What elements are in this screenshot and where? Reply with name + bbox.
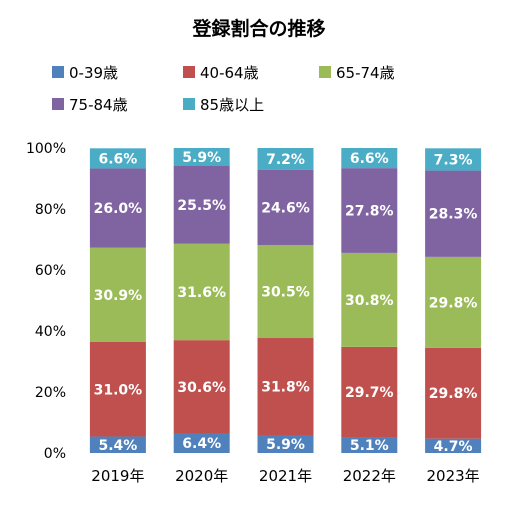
data-label: 5.4%	[98, 438, 137, 454]
bar-segment	[173, 340, 230, 434]
legend-label-0-39: 0-39歳	[69, 63, 119, 82]
bar-segment	[425, 170, 482, 257]
data-label: 5.9%	[182, 150, 221, 166]
legend-swatch-65-74	[319, 66, 331, 78]
bar-segment	[89, 148, 146, 169]
bar-segment	[89, 247, 146, 342]
bar-segment	[257, 435, 314, 453]
legend-item-75-84: 75-84歳	[52, 94, 128, 114]
data-label: 6.6%	[350, 151, 389, 167]
bar-segment	[257, 244, 314, 339]
y-tick-label: 0%	[44, 446, 66, 462]
data-label: 28.3%	[429, 207, 478, 223]
y-tick-label: 40%	[35, 324, 66, 340]
legend-swatch-0-39	[52, 66, 64, 78]
data-label: 31.8%	[261, 380, 310, 396]
legend-label-75-84: 75-84歳	[69, 95, 128, 114]
legend-swatch-75-84	[52, 98, 64, 110]
legend-item-40-64: 40-64歳	[183, 62, 259, 82]
legend-swatch-40-64	[183, 66, 195, 78]
chart-title: 登録割合の推移	[192, 18, 326, 40]
bar-segment	[425, 256, 482, 348]
data-label: 5.9%	[266, 437, 305, 453]
data-label: 27.8%	[345, 204, 394, 220]
data-label: 7.3%	[434, 152, 473, 168]
x-tick-label: 2021年	[259, 467, 312, 485]
bar-segment	[173, 165, 230, 244]
bar-segment	[89, 436, 146, 453]
data-label: 24.6%	[261, 200, 310, 216]
data-label: 5.1%	[350, 438, 389, 454]
bar-segment	[173, 243, 230, 341]
data-label: 26.0%	[94, 201, 143, 217]
bar-segment	[341, 252, 398, 347]
data-label: 29.8%	[429, 386, 478, 402]
data-label: 30.5%	[261, 285, 310, 301]
legend-label-40-64: 40-64歳	[200, 63, 259, 82]
bar-segment	[173, 433, 230, 453]
data-label: 7.2%	[266, 152, 305, 168]
legend-item-0-39: 0-39歳	[52, 62, 118, 82]
data-label: 4.7%	[434, 439, 473, 455]
data-label: 30.8%	[345, 293, 394, 309]
data-label: 29.8%	[429, 295, 478, 311]
data-label: 31.6%	[177, 285, 226, 301]
legend-swatch-85-plus	[183, 98, 195, 110]
data-label: 25.5%	[177, 198, 226, 214]
y-tick-label: 20%	[35, 385, 66, 401]
y-tick-label: 60%	[35, 263, 66, 279]
bar-segment	[425, 438, 482, 453]
bar-segment	[341, 437, 398, 453]
data-label: 30.6%	[177, 380, 226, 396]
bar-segment	[425, 148, 482, 171]
legend-item-65-74: 65-74歳	[319, 62, 395, 82]
bar-segment	[89, 168, 146, 248]
bar-segment	[257, 338, 314, 436]
bar-segment	[425, 347, 482, 439]
bar-segment	[341, 346, 398, 438]
x-tick-label: 2019年	[91, 467, 144, 485]
bar-segment	[341, 168, 398, 253]
legend-item-85-plus: 85歳以上	[183, 94, 264, 114]
x-tick-label: 2022年	[343, 467, 396, 485]
y-tick-label: 80%	[35, 202, 66, 218]
bar-segment	[257, 148, 314, 170]
bar-segment	[257, 169, 314, 245]
legend-label-85-plus: 85歳以上	[200, 95, 265, 114]
bar-segment	[173, 148, 230, 166]
x-tick-label: 2023年	[427, 467, 480, 485]
data-label: 31.0%	[94, 382, 143, 398]
bar-segment	[341, 148, 398, 169]
bar-segment	[89, 341, 146, 437]
data-label: 6.6%	[98, 151, 137, 167]
x-tick-label: 2020年	[175, 467, 228, 485]
data-label: 30.9%	[94, 288, 143, 304]
data-label: 29.7%	[345, 385, 394, 401]
y-tick-label: 100%	[26, 141, 66, 157]
legend-label-65-74: 65-74歳	[336, 63, 395, 82]
data-label: 6.4%	[182, 436, 221, 452]
